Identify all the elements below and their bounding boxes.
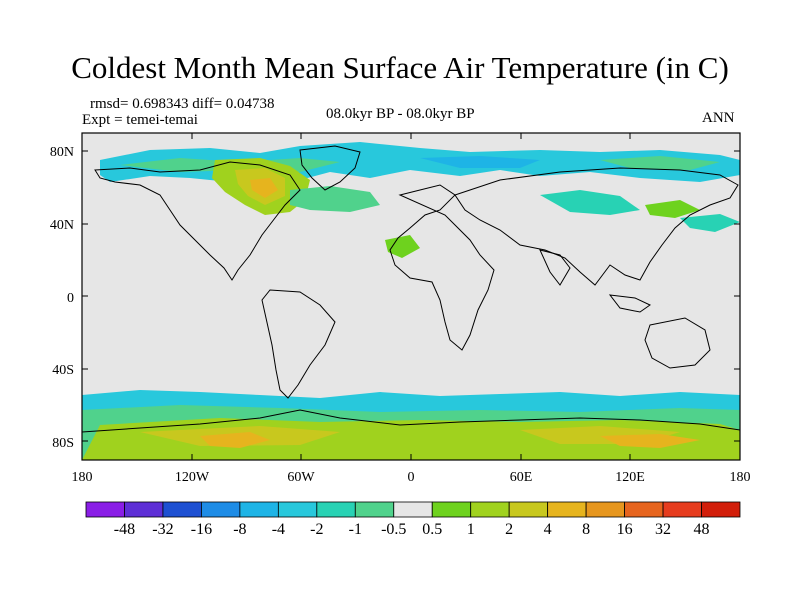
lon-label-0: 0 <box>408 470 415 485</box>
colorbar-swatch <box>547 501 587 518</box>
colorbar-swatch <box>85 501 125 518</box>
colorbar-label: 4 <box>544 521 552 538</box>
colorbar-label: 8 <box>582 521 590 538</box>
lat-label-80s: 80S <box>52 436 74 451</box>
colorbar-swatch <box>239 501 279 518</box>
colorbar-swatch <box>470 501 510 518</box>
colorbar-label: 32 <box>655 521 671 538</box>
lon-label-120e: 120E <box>615 470 645 485</box>
colorbar-label: 1 <box>467 521 475 538</box>
lat-label-80n: 80N <box>50 145 74 160</box>
lat-label-0: 0 <box>67 291 74 306</box>
coastlines <box>82 145 740 433</box>
lon-label-60w: 60W <box>287 470 315 485</box>
colorbar-swatch <box>124 501 164 518</box>
colorbar-swatch <box>431 501 472 518</box>
colorbar-swatch <box>162 501 202 518</box>
colorbar-swatch <box>508 501 549 518</box>
colorbar-label: 16 <box>617 521 633 538</box>
colorbar-label: 0.5 <box>422 521 442 538</box>
colorbar-label: -2 <box>310 521 323 538</box>
colorbar-label: -8 <box>233 521 246 538</box>
stats-text: rmsd= 0.698343 diff= 0.04738 <box>90 96 275 112</box>
chart-title: Coldest Month Mean Surface Air Temperatu… <box>71 50 729 85</box>
colorbar-swatch <box>585 501 625 518</box>
colorbar-swatch <box>354 501 395 518</box>
colorbar-label: -4 <box>272 521 285 538</box>
colorbar-label: -0.5 <box>381 521 406 538</box>
colorbar-swatch <box>701 501 741 518</box>
experiment-text: Expt = temei-temai <box>82 112 198 128</box>
lon-label-60e: 60E <box>510 470 533 485</box>
period-text: 08.0kyr BP - 08.0kyr BP <box>326 106 475 122</box>
lat-label-40n: 40N <box>50 218 74 233</box>
colorbar-swatch <box>201 501 241 518</box>
colorbar-label: -1 <box>349 521 362 538</box>
colorbar-swatch <box>624 501 664 518</box>
colorbar-label: 48 <box>694 521 710 538</box>
colorbar-labels: -48 -32 -16 -8 -4 -2 -1 -0.5 0.5 1 2 4 8 16 32 48 <box>114 521 710 538</box>
colorbar-swatch <box>277 501 318 518</box>
colorbar-swatch <box>316 501 356 518</box>
season-text: ANN <box>702 110 735 126</box>
colorbar-label: -32 <box>152 521 173 538</box>
colorbar <box>85 501 741 518</box>
axis-ticks <box>81 133 741 460</box>
colorbar-swatch <box>393 501 433 518</box>
colorbar-swatch <box>662 501 702 518</box>
colorbar-label: 2 <box>505 521 513 538</box>
colorbar-label: -48 <box>114 521 135 538</box>
longitude-labels: 180 120W 60W 0 60E 120E 180 <box>72 470 751 485</box>
colorbar-label: -16 <box>191 521 212 538</box>
lon-label-180e: 180 <box>730 470 751 485</box>
lon-label-120w: 120W <box>175 470 210 485</box>
lat-label-40s: 40S <box>52 363 74 378</box>
lon-label-180w: 180 <box>72 470 93 485</box>
latitude-labels: 80N 40N 0 40S 80S <box>50 145 74 451</box>
anomaly-field <box>82 142 740 460</box>
